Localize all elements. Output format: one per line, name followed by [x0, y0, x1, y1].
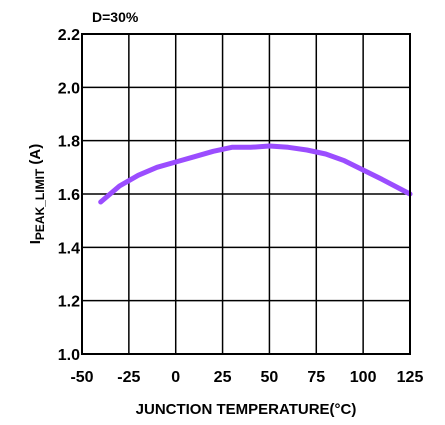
y-tick-label: 1.4	[58, 240, 80, 257]
x-axis-ticks: -50 -25 0 25 50 75 100 125	[70, 369, 423, 386]
plot-frame	[81, 33, 411, 355]
x-tick-label: 0	[171, 369, 180, 386]
x-tick-label: 100	[350, 369, 377, 386]
grid-lines	[81, 33, 411, 355]
y-tick-label: 2.0	[58, 80, 80, 97]
y-axis-ticks: 1.0 1.2 1.4 1.6 1.8 2.0 2.2	[58, 27, 80, 364]
y-axis-label-unit: (A)	[27, 144, 44, 169]
y-tick-label: 1.2	[58, 294, 80, 311]
x-tick-label: 75	[307, 369, 325, 386]
x-tick-label: -50	[70, 369, 93, 386]
y-tick-label: 1.6	[58, 187, 80, 204]
y-tick-label: 1.8	[58, 134, 80, 151]
y-axis-label-subscript: PEAK_LIMIT	[33, 168, 47, 240]
duty-cycle-annotation: D=30%	[92, 9, 139, 25]
series-layer	[98, 143, 413, 205]
y-tick-label: 1.0	[58, 347, 80, 364]
x-axis-label: JUNCTION TEMPERATURE(°C)	[136, 401, 357, 418]
y-tick-label: 2.2	[58, 27, 80, 44]
x-tick-label: 50	[261, 369, 279, 386]
x-tick-label: 125	[397, 369, 424, 386]
x-tick-label: -25	[117, 369, 140, 386]
y-axis-label-main: I	[27, 240, 44, 244]
x-tick-label: 25	[214, 369, 232, 386]
y-axis-label: IPEAK_LIMIT (A)	[27, 144, 47, 245]
series-line	[98, 143, 413, 205]
